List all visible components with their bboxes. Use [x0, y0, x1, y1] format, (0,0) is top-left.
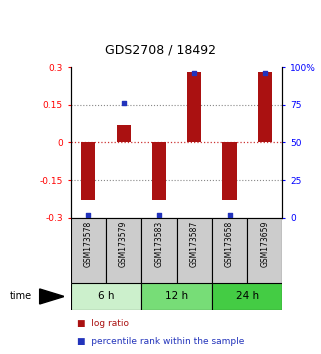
Bar	[71, 218, 106, 283]
Text: GDS2708 / 18492: GDS2708 / 18492	[105, 44, 216, 57]
Text: GSM173658: GSM173658	[225, 220, 234, 267]
Text: 6 h: 6 h	[98, 291, 114, 302]
Point	[121, 101, 126, 106]
Bar	[106, 218, 141, 283]
Text: ■  log ratio: ■ log ratio	[77, 319, 129, 329]
Bar	[247, 218, 282, 283]
Point	[86, 212, 91, 217]
Bar	[141, 218, 177, 283]
Text: 12 h: 12 h	[165, 291, 188, 302]
Polygon shape	[39, 289, 64, 304]
Point	[227, 212, 232, 217]
Bar	[117, 125, 131, 143]
Bar	[212, 218, 247, 283]
Bar	[212, 283, 282, 310]
Text: time: time	[10, 291, 32, 302]
Bar	[152, 143, 166, 200]
Text: GSM173659: GSM173659	[260, 220, 269, 267]
Bar	[81, 143, 95, 200]
Text: GSM173583: GSM173583	[154, 220, 163, 267]
Text: GSM173579: GSM173579	[119, 220, 128, 267]
Text: GSM173587: GSM173587	[190, 220, 199, 267]
Bar	[222, 143, 237, 200]
Text: ■  percentile rank within the sample: ■ percentile rank within the sample	[77, 337, 244, 346]
Bar	[258, 72, 272, 143]
Bar	[187, 72, 201, 143]
Bar	[177, 218, 212, 283]
Bar	[141, 283, 212, 310]
Bar	[71, 283, 141, 310]
Text: 24 h: 24 h	[236, 291, 259, 302]
Point	[262, 70, 267, 76]
Text: GSM173578: GSM173578	[84, 220, 93, 267]
Point	[192, 70, 197, 76]
Point	[156, 212, 161, 217]
